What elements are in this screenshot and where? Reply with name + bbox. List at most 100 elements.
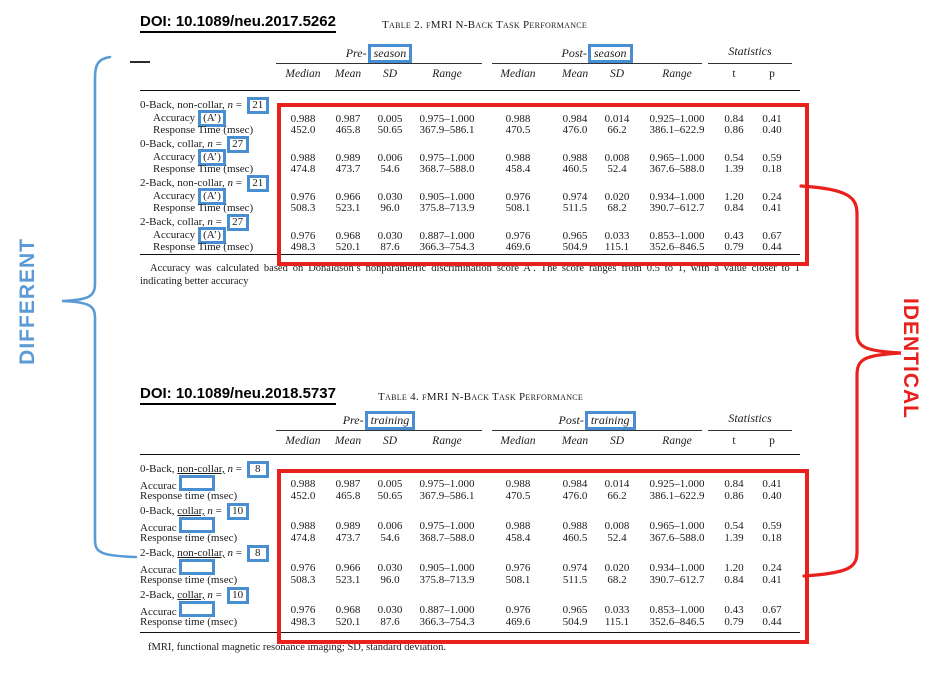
column-header: Median — [500, 435, 536, 447]
data-row: Response Time (msec) 452.0 465.8 50.65 367.9… — [140, 123, 792, 136]
group-rule — [708, 430, 792, 431]
value-cell: 520.1 — [335, 240, 361, 253]
value-cell: 460.5 — [562, 532, 588, 544]
group-row: 2-Back, collar, n = 10 — [140, 587, 792, 604]
value-cell: 0.59 — [762, 151, 782, 164]
value-cell: 0.43 — [724, 229, 744, 242]
value-cell: 0.965 — [562, 603, 588, 616]
value-cell: 0.989 — [335, 151, 361, 164]
data-row: Accuracy (A’) 0.988 0.987 0.005 0.975–1.000 0.… — [140, 110, 792, 127]
value-cell: 508.3 — [290, 574, 316, 586]
value-cell: 0.975–1.000 — [419, 112, 475, 125]
column-group-post: Post-season — [492, 44, 702, 63]
value-cell: 458.4 — [505, 532, 531, 544]
data-row: Response Time (msec) 474.8 473.7 54.6 368.7–… — [140, 162, 792, 175]
value-cell: 520.1 — [335, 616, 361, 628]
row-label: Accuracy (A’) — [140, 188, 278, 205]
column-header: SD — [382, 435, 398, 447]
table-top-rule-stub — [130, 61, 150, 63]
value-cell: 508.1 — [505, 201, 531, 214]
value-cell: 0.79 — [724, 616, 744, 628]
row-label: Accurac — [140, 559, 278, 576]
value-cell: 469.6 — [505, 240, 531, 253]
value-cell: 460.5 — [562, 162, 588, 175]
value-cell: 476.0 — [562, 490, 588, 502]
value-cell: 0.18 — [762, 532, 782, 544]
n-highlight-box: 27 — [226, 214, 249, 231]
group-row: 0-Back, collar, n = 10 — [140, 503, 792, 520]
value-cell: 0.020 — [604, 561, 630, 574]
different-label: DIFFERENT — [16, 238, 39, 365]
group-rule — [276, 63, 482, 64]
row-label: Response Time (msec) — [153, 123, 254, 136]
table-2017: DOI: 10.1089/neu.2017.5262 Table 2. fMRI… — [140, 13, 805, 313]
column-header: Mean — [561, 68, 589, 80]
value-cell: 0.54 — [724, 519, 744, 532]
column-header: Median — [285, 435, 321, 447]
value-cell: 115.1 — [604, 616, 630, 628]
value-cell: 0.976 — [505, 561, 531, 574]
row-label: Response time (msec) — [140, 574, 238, 586]
column-group-statistics: Statistics — [728, 411, 772, 425]
value-cell: 386.1–622.9 — [649, 123, 705, 136]
value-cell: 368.7–588.0 — [419, 162, 475, 175]
value-cell: 0.43 — [724, 603, 744, 616]
value-cell: 511.5 — [562, 201, 588, 214]
value-cell: 0.84 — [724, 574, 744, 586]
value-cell: 0.67 — [762, 603, 782, 616]
data-row: Response time (msec) 498.3 520.1 87.6 366.3–… — [140, 615, 792, 629]
value-cell: 0.887–1.000 — [419, 229, 475, 242]
value-cell: 0.014 — [604, 112, 630, 125]
value-cell: 386.1–622.9 — [649, 490, 705, 502]
header-spacer — [140, 68, 278, 80]
row-label: Response Time (msec) — [153, 162, 254, 175]
header-rule — [140, 454, 800, 455]
value-cell: 0.020 — [604, 190, 630, 203]
value-cell: 0.988 — [290, 151, 316, 164]
value-cell: 0.974 — [562, 561, 588, 574]
season-highlight-box: season — [587, 44, 633, 63]
column-group-pre: Pre-training — [276, 411, 482, 430]
value-cell: 0.976 — [290, 561, 316, 574]
value-cell: 0.976 — [505, 190, 531, 203]
value-cell: 523.1 — [335, 574, 361, 586]
n-highlight-box: 8 — [246, 545, 269, 562]
value-cell: 0.24 — [762, 561, 782, 574]
value-cell: 470.5 — [505, 490, 531, 502]
value-cell: 498.3 — [290, 240, 316, 253]
value-cell: 50.65 — [377, 490, 403, 502]
value-cell: 473.7 — [335, 162, 361, 175]
row-label: Response Time (msec) — [153, 240, 254, 253]
n-highlight-box: 21 — [246, 97, 269, 114]
value-cell: 504.9 — [562, 240, 588, 253]
group-rule — [276, 430, 482, 431]
value-cell: 368.7–588.0 — [419, 532, 475, 544]
value-cell: 0.976 — [290, 229, 316, 242]
value-cell: 0.006 — [377, 151, 403, 164]
identical-label: IDENTICAL — [899, 298, 922, 419]
value-cell: 465.8 — [335, 123, 361, 136]
value-cell: 0.033 — [604, 229, 630, 242]
value-cell: 0.905–1.000 — [419, 561, 475, 574]
row-label: Accuracy (A’) — [140, 110, 278, 127]
accuracy-score-highlight-box: (A’) — [198, 227, 226, 244]
value-cell: 0.934–1.000 — [649, 561, 705, 574]
value-cell: 0.79 — [724, 240, 744, 253]
value-cell: 0.67 — [762, 229, 782, 242]
value-cell: 0.84 — [724, 477, 744, 490]
value-cell: 96.0 — [380, 574, 400, 586]
group-row: 2-Back, non-collar, n = 8 — [140, 545, 792, 562]
value-cell: 474.8 — [290, 162, 316, 175]
value-cell: 0.974 — [562, 190, 588, 203]
row-label: 0-Back, non-collar, n = 21 — [140, 97, 278, 114]
value-cell: 0.976 — [290, 603, 316, 616]
value-cell: 0.008 — [604, 151, 630, 164]
identical-data-box-bottom — [277, 469, 809, 644]
value-cell: 0.975–1.000 — [419, 519, 475, 532]
group-row: 2-Back, non-collar, n = 21 — [140, 175, 792, 192]
column-group-statistics: Statistics — [728, 44, 772, 58]
value-cell: 0.988 — [290, 519, 316, 532]
column-header: Mean — [334, 68, 362, 80]
value-cell: 0.988 — [505, 112, 531, 125]
column-headers-row: Median Mean SD Range Median Mean SD Range t p — [140, 435, 792, 447]
